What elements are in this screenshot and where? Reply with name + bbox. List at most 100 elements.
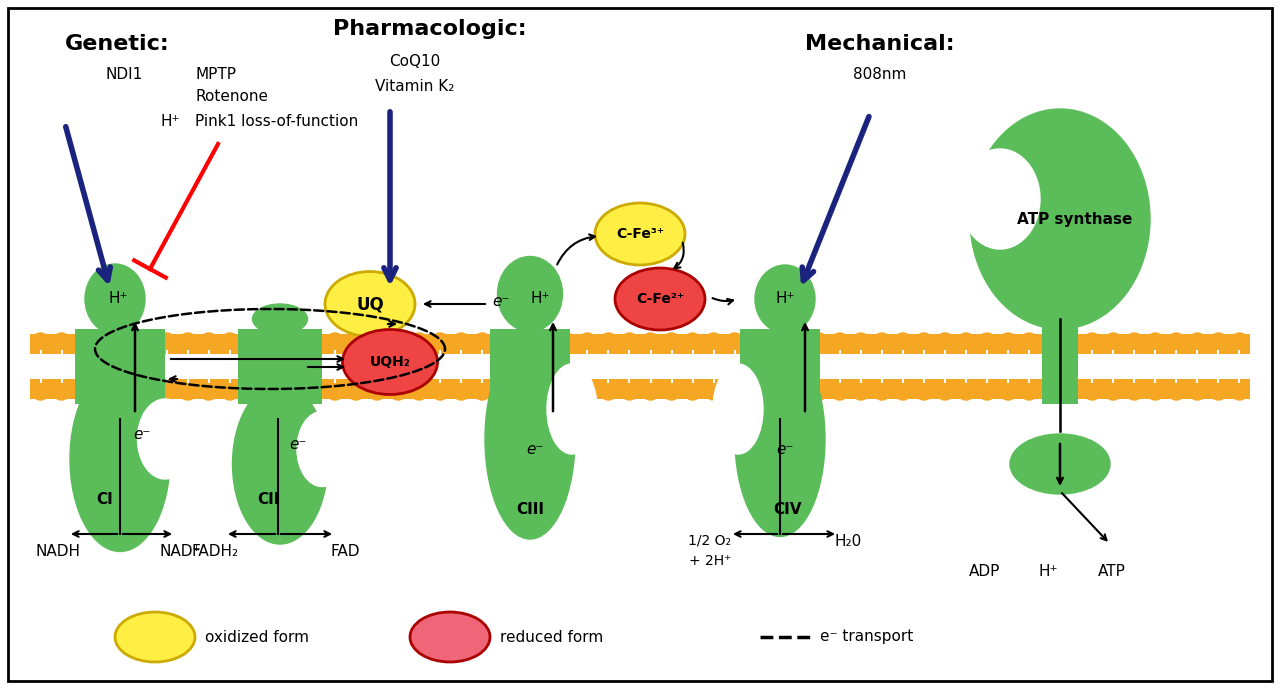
Circle shape: [915, 333, 933, 351]
Circle shape: [936, 333, 954, 351]
Circle shape: [32, 333, 50, 351]
Circle shape: [369, 382, 387, 400]
Text: H⁺: H⁺: [776, 291, 795, 306]
Ellipse shape: [252, 304, 307, 334]
Circle shape: [579, 382, 596, 400]
Circle shape: [1167, 333, 1185, 351]
Ellipse shape: [84, 264, 145, 334]
Circle shape: [831, 382, 849, 400]
Circle shape: [1105, 333, 1123, 351]
Text: UQ: UQ: [356, 295, 384, 313]
Text: Pharmacologic:: Pharmacologic:: [333, 19, 527, 39]
Text: H⁺: H⁺: [160, 114, 179, 129]
Ellipse shape: [410, 612, 490, 662]
Circle shape: [810, 382, 828, 400]
Circle shape: [494, 333, 512, 351]
Circle shape: [52, 333, 70, 351]
Ellipse shape: [547, 364, 596, 454]
Bar: [29, 334, 1251, 399]
Circle shape: [284, 333, 302, 351]
Circle shape: [768, 382, 786, 400]
Text: e⁻: e⁻: [526, 442, 544, 457]
Ellipse shape: [70, 367, 170, 551]
Circle shape: [221, 333, 239, 351]
Text: e⁻: e⁻: [133, 426, 151, 442]
Circle shape: [1230, 333, 1248, 351]
Circle shape: [768, 333, 786, 351]
Text: NAD⁺: NAD⁺: [159, 544, 201, 559]
Circle shape: [305, 382, 323, 400]
Circle shape: [957, 333, 975, 351]
Text: C-Fe³⁺: C-Fe³⁺: [616, 227, 664, 241]
Circle shape: [726, 382, 744, 400]
Circle shape: [831, 333, 849, 351]
Circle shape: [179, 382, 197, 400]
Circle shape: [599, 382, 617, 400]
Circle shape: [641, 333, 659, 351]
Circle shape: [1105, 382, 1123, 400]
Circle shape: [157, 333, 175, 351]
Ellipse shape: [485, 339, 575, 539]
Circle shape: [704, 333, 723, 351]
Circle shape: [663, 382, 681, 400]
Circle shape: [474, 333, 492, 351]
Circle shape: [1062, 382, 1080, 400]
Circle shape: [1000, 333, 1018, 351]
Circle shape: [788, 382, 806, 400]
Ellipse shape: [960, 149, 1039, 249]
Circle shape: [1125, 333, 1143, 351]
Circle shape: [389, 333, 407, 351]
Text: ATP synthase: ATP synthase: [1018, 212, 1133, 227]
Circle shape: [221, 382, 239, 400]
Circle shape: [1083, 333, 1101, 351]
Circle shape: [431, 382, 449, 400]
Text: CII: CII: [257, 491, 279, 506]
Text: NDI1: NDI1: [105, 67, 142, 81]
Text: FAD: FAD: [330, 544, 360, 559]
Circle shape: [1188, 382, 1207, 400]
Text: CIV: CIV: [773, 502, 803, 517]
Circle shape: [1147, 333, 1165, 351]
Circle shape: [978, 333, 996, 351]
Circle shape: [305, 333, 323, 351]
Ellipse shape: [233, 384, 328, 544]
Text: H₂0: H₂0: [835, 533, 861, 548]
Circle shape: [893, 382, 911, 400]
Circle shape: [347, 382, 365, 400]
Circle shape: [1210, 382, 1228, 400]
Text: CIII: CIII: [516, 502, 544, 517]
Circle shape: [1041, 333, 1059, 351]
Circle shape: [810, 333, 828, 351]
Circle shape: [746, 333, 764, 351]
Text: Vitamin K₂: Vitamin K₂: [375, 79, 454, 94]
Circle shape: [557, 333, 576, 351]
Circle shape: [915, 382, 933, 400]
Circle shape: [73, 333, 92, 351]
Text: Genetic:: Genetic:: [65, 34, 170, 54]
Circle shape: [1188, 333, 1207, 351]
Text: e⁻: e⁻: [492, 294, 509, 309]
Circle shape: [893, 333, 911, 351]
Circle shape: [684, 333, 701, 351]
Circle shape: [242, 382, 260, 400]
Circle shape: [726, 333, 744, 351]
Circle shape: [1000, 382, 1018, 400]
Circle shape: [200, 382, 218, 400]
Ellipse shape: [1010, 434, 1110, 494]
Circle shape: [389, 382, 407, 400]
Text: MPTP: MPTP: [195, 67, 236, 81]
Circle shape: [1020, 382, 1038, 400]
Text: FADH₂: FADH₂: [192, 544, 238, 559]
Circle shape: [516, 333, 534, 351]
Circle shape: [1062, 333, 1080, 351]
Text: + 2H⁺: + 2H⁺: [689, 554, 731, 568]
Ellipse shape: [595, 203, 685, 265]
Circle shape: [978, 382, 996, 400]
Circle shape: [347, 333, 365, 351]
Circle shape: [1020, 333, 1038, 351]
Text: H⁺: H⁺: [109, 291, 128, 306]
Circle shape: [684, 382, 701, 400]
Ellipse shape: [343, 329, 438, 395]
Ellipse shape: [325, 271, 415, 336]
Circle shape: [452, 333, 470, 351]
